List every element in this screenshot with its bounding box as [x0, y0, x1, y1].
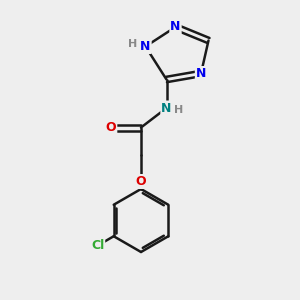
Text: H: H — [128, 39, 137, 49]
Text: Cl: Cl — [91, 239, 104, 252]
Text: H: H — [175, 105, 184, 116]
Text: N: N — [161, 101, 172, 115]
Text: N: N — [170, 20, 181, 34]
Text: N: N — [196, 67, 206, 80]
Text: O: O — [136, 175, 146, 188]
Text: O: O — [106, 121, 116, 134]
Text: N: N — [140, 40, 151, 53]
